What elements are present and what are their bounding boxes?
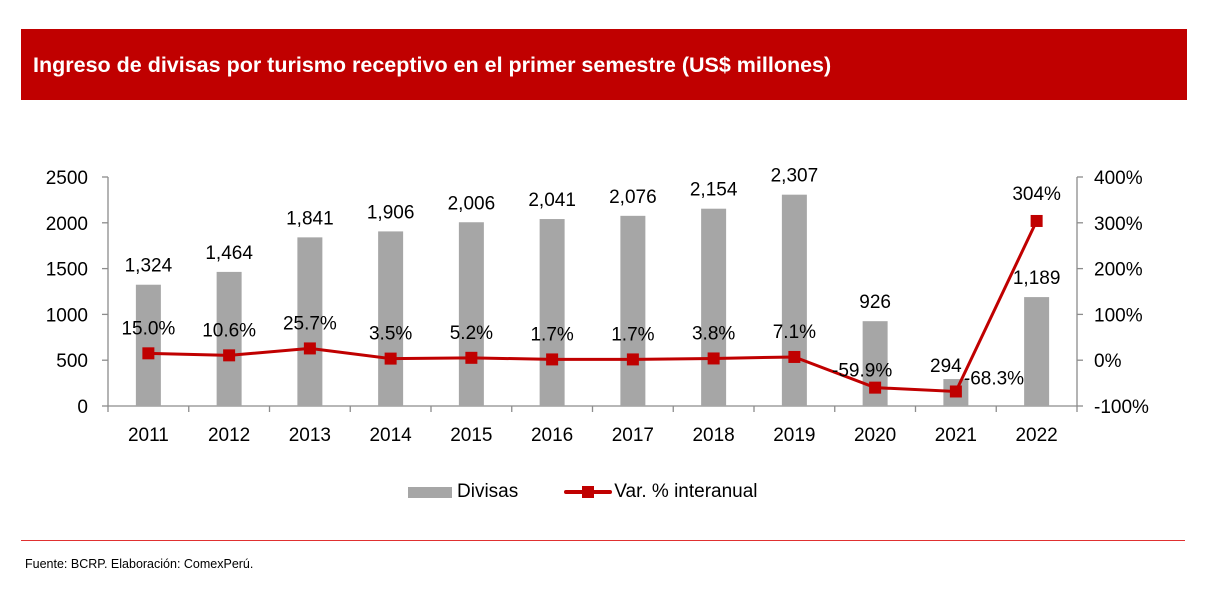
x-axis-tick-label: 2019: [773, 425, 815, 446]
line-variacion: [148, 220, 1038, 394]
bar-divisas: [216, 271, 242, 406]
left-axis-tick-label: 0: [77, 397, 88, 418]
line-marker: [384, 352, 397, 365]
bar-divisas: [1024, 297, 1050, 406]
x-axis-tick-label: 2018: [692, 425, 734, 446]
line-marker: [1030, 214, 1043, 227]
combo-chart: 0 500 1000 1500 2000 2500 -100% 0% 100% 200% 300% 4…: [46, 166, 1149, 446]
bar-divisas: [539, 219, 565, 406]
line-data-label: 7.1%: [773, 322, 816, 343]
right-axis-tick-label: 100%: [1094, 305, 1143, 326]
line-data-label: 10.6%: [202, 320, 256, 341]
line-marker: [869, 381, 882, 394]
right-axis-tick-label: 0%: [1094, 351, 1122, 372]
line-data-label: -68.3%: [964, 368, 1024, 389]
x-axis-tick-label: 2012: [208, 425, 250, 446]
footer-divider: [21, 540, 1185, 541]
x-axis-tick-label: 2015: [450, 425, 492, 446]
legend-bar-swatch: [408, 486, 452, 498]
line-marker: [546, 353, 559, 366]
bar-divisas: [458, 222, 484, 406]
legend-item-variacion: Var. % interanual: [564, 481, 758, 503]
right-axis-tick-label: -100%: [1094, 397, 1149, 418]
bar-divisas: [135, 284, 161, 406]
bar-divisas: [378, 231, 404, 406]
line-marker: [707, 352, 720, 365]
x-axis-tick-label: 2021: [935, 425, 977, 446]
line-marker: [626, 353, 639, 366]
bar-data-label: 2,307: [771, 166, 819, 187]
bar-data-label: 926: [859, 292, 891, 313]
x-axis-tick-label: 2020: [854, 425, 896, 446]
bar-data-label: 2,154: [690, 180, 738, 201]
line-marker: [465, 351, 478, 364]
legend-line-swatch: [564, 486, 613, 498]
line-marker: [142, 347, 155, 360]
line-data-label: 15.0%: [121, 318, 175, 339]
bar-divisas: [620, 215, 646, 406]
line-marker: [223, 349, 236, 362]
line-marker: [303, 342, 316, 355]
left-axis-tick-label: 1500: [46, 260, 88, 281]
line-data-label: 3.8%: [692, 323, 735, 344]
x-axis-tick-label: 2017: [612, 425, 654, 446]
line-data-label: -59.9%: [832, 361, 892, 382]
left-axis-tick-label: 500: [56, 351, 88, 372]
left-axis-tick-label: 2500: [46, 168, 88, 189]
bar-data-label: 1,189: [1013, 268, 1061, 289]
line-data-label: 1.7%: [530, 324, 573, 345]
bar-data-label: 2,041: [528, 190, 576, 211]
bar-divisas: [781, 194, 807, 406]
x-axis-tick-label: 2014: [369, 425, 412, 446]
bar-data-label: 2,076: [609, 187, 657, 208]
right-axis-tick-label: 300%: [1094, 214, 1143, 235]
left-axis-tick-label: 2000: [46, 214, 88, 235]
bar-data-label: 2,006: [448, 193, 496, 214]
left-axis-tick-label: 1000: [46, 305, 88, 326]
line-data-label: 1.7%: [611, 324, 654, 345]
bar-data-label: 1,906: [367, 202, 415, 223]
right-axis-tick-label: 400%: [1094, 168, 1143, 189]
bar-data-label: 294: [930, 356, 962, 377]
x-axis-tick-label: 2022: [1015, 425, 1057, 446]
x-axis-tick-label: 2011: [128, 425, 169, 446]
chart-header-banner: Ingreso de divisas por turismo receptivo…: [21, 29, 1187, 100]
line-data-label: 5.2%: [450, 323, 493, 344]
bar-data-label: 1,324: [125, 256, 173, 277]
legend-label-variacion: Var. % interanual: [614, 481, 758, 502]
bar-divisas: [297, 237, 323, 406]
line-data-label: 25.7%: [283, 313, 337, 334]
line-marker: [949, 385, 962, 398]
bar-data-label: 1,464: [205, 243, 253, 264]
chart-title: Ingreso de divisas por turismo receptivo…: [33, 53, 832, 77]
chart-legend: Divisas Var. % interanual: [408, 480, 804, 504]
legend-item-divisas: Divisas: [408, 481, 518, 503]
line-data-label: 304%: [1012, 184, 1061, 205]
source-note: Fuente: BCRP. Elaboración: ComexPerú.: [25, 557, 254, 571]
legend-label-divisas: Divisas: [457, 481, 519, 502]
line-data-label: 3.5%: [369, 324, 412, 345]
right-axis-tick-label: 200%: [1094, 260, 1143, 281]
line-marker: [788, 350, 801, 363]
bar-divisas: [701, 208, 727, 406]
x-axis-tick-label: 2013: [289, 425, 331, 446]
bar-data-label: 1,841: [286, 208, 334, 229]
x-axis-tick-label: 2016: [531, 425, 573, 446]
